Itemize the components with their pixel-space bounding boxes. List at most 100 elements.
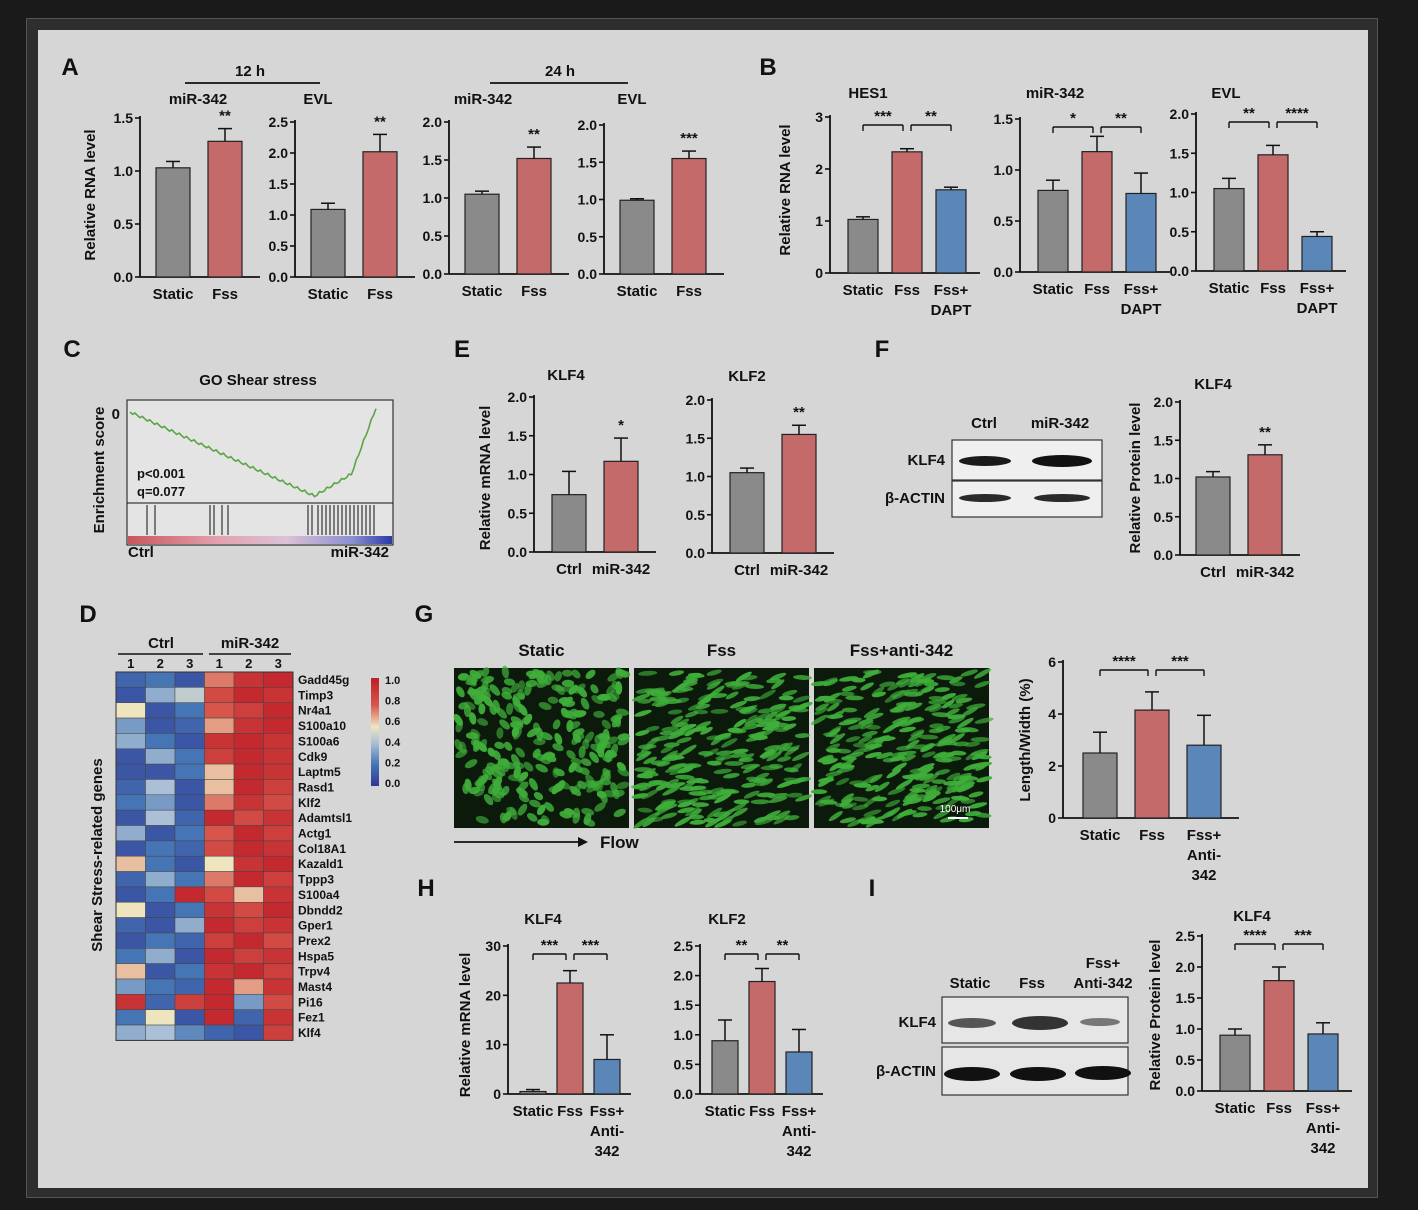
y-tick-label: 1.0 — [674, 1027, 694, 1043]
significance-label: ** — [736, 937, 748, 954]
heatmap-cell — [115, 932, 146, 949]
heatmap-cell — [263, 902, 294, 918]
heatmap-cell — [174, 748, 205, 765]
cell — [769, 703, 787, 710]
y-tick-label: 1.0 — [269, 207, 289, 223]
cell — [532, 668, 545, 678]
y-tick-label: 2.0 — [686, 392, 706, 408]
cell — [523, 713, 533, 725]
cell — [738, 753, 755, 762]
image-title: Fss+anti-342 — [850, 641, 953, 660]
cell — [631, 793, 649, 799]
cell — [748, 733, 764, 739]
cell — [698, 795, 716, 801]
cell — [615, 667, 624, 680]
heatmap-cell — [115, 963, 146, 980]
cell — [643, 756, 657, 765]
y-tick-label: 0.5 — [1170, 224, 1190, 240]
cell — [950, 681, 966, 687]
cell — [559, 810, 572, 819]
heatmap-cell — [263, 702, 294, 719]
cell — [974, 680, 990, 688]
cell — [965, 751, 979, 761]
heatmap-cell — [233, 902, 264, 918]
cell — [544, 674, 552, 686]
cell — [597, 746, 605, 758]
blot-column-label: Static — [950, 975, 991, 992]
cell — [942, 699, 955, 709]
cell — [591, 695, 604, 705]
heatmap-cell — [115, 1009, 146, 1026]
cell — [865, 816, 883, 828]
heatmap-cell — [263, 1024, 294, 1041]
heatmap-cell — [174, 702, 205, 719]
colorbar-tick: 0.6 — [385, 716, 400, 728]
cell — [773, 810, 791, 820]
cell — [949, 733, 965, 744]
cell — [475, 816, 489, 824]
cell — [638, 670, 658, 676]
bar — [1213, 187, 1245, 272]
cell — [759, 750, 776, 758]
y-tick-label: 1.5 — [1154, 432, 1174, 448]
cell — [892, 762, 907, 772]
cell — [610, 782, 618, 794]
y-tick-label: 30 — [485, 938, 501, 954]
heatmap-cell — [115, 1024, 146, 1041]
category-label: Static — [153, 286, 194, 303]
panel-letter: D — [79, 601, 96, 628]
y-tick-label: 1.0 — [1176, 1021, 1196, 1037]
cell — [830, 710, 845, 719]
cell — [792, 751, 810, 762]
category-label: Fss+ — [1306, 1100, 1341, 1117]
cell — [676, 686, 694, 692]
bar — [1037, 189, 1069, 273]
category-label: 342 — [1191, 867, 1216, 884]
y-tick-label: 0.5 — [578, 229, 598, 245]
y-tick-label: 0.0 — [578, 266, 598, 282]
cell — [501, 691, 512, 700]
cell — [526, 670, 538, 678]
cell — [533, 738, 546, 746]
cell — [886, 807, 901, 818]
cell — [541, 815, 550, 825]
y-tick-label: 2.0 — [578, 117, 598, 133]
gsea-stat: q=0.077 — [137, 484, 185, 499]
cell — [908, 772, 928, 778]
heatmap-cell — [263, 994, 294, 1010]
y-tick-label: 2.5 — [269, 114, 289, 130]
cell — [510, 683, 519, 693]
panel-letter: A — [61, 54, 78, 81]
cell — [858, 718, 874, 725]
cell — [787, 792, 803, 798]
significance-label: ** — [1243, 105, 1255, 122]
cell — [777, 780, 796, 788]
cell — [845, 736, 861, 743]
heatmap-cell — [174, 948, 205, 964]
blot-column-label: miR-342 — [1031, 415, 1089, 432]
cell — [679, 681, 698, 688]
significance-label: * — [618, 417, 624, 434]
heatmap-cell — [204, 963, 235, 980]
cell — [635, 730, 650, 736]
cell — [503, 678, 516, 686]
cell — [517, 680, 526, 692]
blot-band — [1080, 1018, 1120, 1026]
cell — [532, 722, 541, 733]
cell — [731, 748, 749, 754]
significance-label: **** — [1243, 927, 1267, 944]
cell — [974, 717, 994, 724]
heatmap-cell — [204, 1009, 235, 1026]
heatmap-cell — [263, 871, 294, 888]
cell — [698, 751, 714, 756]
significance-label: ** — [1115, 110, 1127, 127]
heatmap-cell — [145, 687, 176, 703]
flow-arrowhead — [578, 837, 588, 847]
y-tick-label: 2.0 — [1176, 959, 1196, 975]
cell — [861, 730, 878, 737]
heatmap-cell — [145, 1009, 176, 1026]
cell — [715, 750, 734, 756]
gene-label: Klf2 — [298, 796, 321, 810]
scale-bar-label: 100μm — [940, 804, 971, 815]
heatmap-cell — [233, 733, 264, 750]
